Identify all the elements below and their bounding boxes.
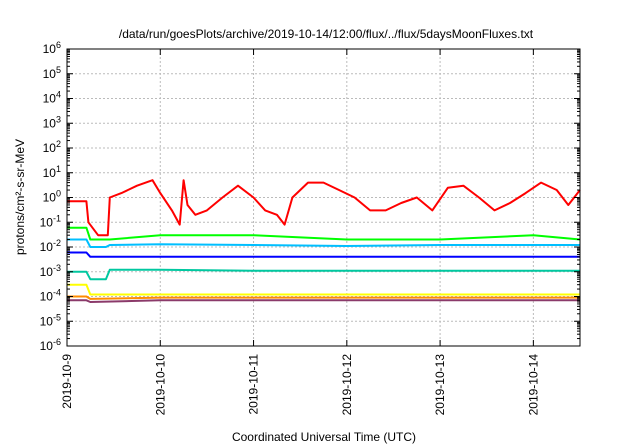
x-tick-label: 2019-10-12 — [340, 354, 354, 416]
series-line-3 — [67, 238, 580, 248]
axis-ticks: 10-6 10-5 10-4 10-3 10-2 10-1 100 101 102 103 104 1… — [40, 40, 580, 415]
y-tick-label: 10-2 — [40, 238, 61, 254]
y-axis-label: protons/cm²-s-sr-MeV — [13, 139, 27, 255]
x-tick-label: 2019-10-13 — [433, 354, 447, 416]
y-tick-label: 101 — [43, 164, 61, 180]
y-tick-label: 10-1 — [40, 213, 61, 229]
y-tick-label: 100 — [43, 189, 61, 205]
series-line-1 — [67, 179, 581, 237]
chart-title: /data/run/goesPlots/archive/2019-10-14/1… — [119, 27, 534, 41]
series-line-6 — [67, 283, 580, 296]
y-tick-label: 103 — [43, 114, 61, 130]
y-tick-label: 10-5 — [40, 312, 61, 328]
series-line-2 — [67, 226, 581, 241]
y-tick-label: 10-3 — [40, 263, 61, 279]
y-tick-label: 106 — [43, 40, 61, 56]
x-axis-label: Coordinated Universal Time (UTC) — [232, 430, 416, 444]
y-tick-label: 10-4 — [40, 288, 61, 304]
series-line-8 — [67, 299, 580, 303]
series-group — [67, 179, 581, 303]
y-tick-label: 10-6 — [40, 337, 61, 353]
x-tick-label: 2019-10-10 — [153, 354, 167, 416]
y-tick-label: 105 — [43, 65, 61, 81]
series-line-5 — [67, 268, 580, 281]
y-tick-label: 104 — [43, 90, 61, 106]
y-tick-label: 102 — [43, 139, 61, 155]
x-tick-label: 2019-10-14 — [526, 354, 540, 416]
series-line-7 — [67, 295, 580, 300]
x-tick-label: 2019-10-9 — [60, 354, 74, 409]
series-line-4 — [67, 251, 580, 258]
x-tick-label: 2019-10-11 — [247, 354, 261, 415]
